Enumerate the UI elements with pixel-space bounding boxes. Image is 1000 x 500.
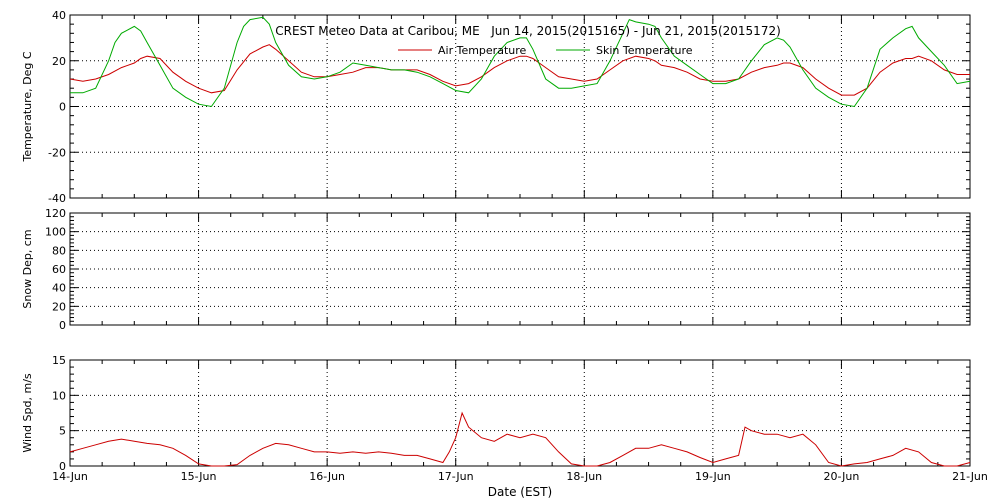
wind-speed-ytick-label: 15 bbox=[52, 354, 66, 367]
temperature-ytick-label: -40 bbox=[48, 192, 66, 205]
x-tick-label: 15-Jun bbox=[181, 470, 217, 483]
snow-depth-ytick-label: 80 bbox=[52, 244, 66, 257]
snow-depth-ytick-label: 40 bbox=[52, 282, 66, 295]
temperature-ytick-label: 40 bbox=[52, 9, 66, 22]
snow-depth-ytick-label: 120 bbox=[45, 207, 66, 220]
wind-speed-y-axis-label: Wind Spd, m/s bbox=[21, 373, 34, 453]
temperature-y-axis-label: Temperature, Deg C bbox=[21, 51, 34, 162]
wind-speed-ytick-label: 10 bbox=[52, 389, 66, 402]
legend-skin-label: Skin Temperature bbox=[596, 44, 693, 57]
snow-depth-ytick-label: 60 bbox=[52, 263, 66, 276]
temperature-ytick-label: 0 bbox=[59, 101, 66, 114]
temperature-series-1-line bbox=[70, 16, 971, 108]
snow-depth-ytick-label: 20 bbox=[52, 300, 66, 313]
temperature-panel: -40 -20 0 20 40 Temperature, Deg C bbox=[21, 9, 971, 205]
snow-depth-ytick-label: 0 bbox=[59, 319, 66, 332]
temperature-ytick-label: -20 bbox=[48, 146, 66, 159]
wind-speed-series-0-line bbox=[69, 411, 971, 467]
wind-speed-panel: 0 5 10 15 Wind Spd, m/s 14-Jun 15-Jun 16-Jun 17-… bbox=[21, 354, 988, 483]
legend: Air Temperature Skin Temperature bbox=[398, 44, 693, 57]
chart-title: CREST Meteo Data at Caribou, ME Jun 14, … bbox=[275, 24, 781, 38]
temperature-series-0-line bbox=[69, 44, 970, 96]
x-tick-label: 20-Jun bbox=[824, 470, 860, 483]
x-axis-label: Date (EST) bbox=[488, 485, 552, 499]
temperature-ytick-label: 20 bbox=[52, 55, 66, 68]
snow-depth-panel: 0 20 40 60 80 100 120 Snow Dep, cm bbox=[21, 207, 971, 332]
snow-depth-ytick-label: 100 bbox=[45, 226, 66, 239]
wind-speed-ytick-label: 0 bbox=[59, 460, 66, 473]
legend-air-label: Air Temperature bbox=[438, 44, 527, 57]
snow-depth-y-axis-label: Snow Dep, cm bbox=[21, 229, 34, 308]
wind-speed-ytick-label: 5 bbox=[59, 425, 66, 438]
x-tick-label: 17-Jun bbox=[438, 470, 474, 483]
x-tick-label: 21-Jun bbox=[952, 470, 988, 483]
x-tick-label: 14-Jun bbox=[52, 470, 88, 483]
x-tick-label: 19-Jun bbox=[695, 470, 731, 483]
x-tick-label: 16-Jun bbox=[309, 470, 345, 483]
x-tick-label: 18-Jun bbox=[566, 470, 602, 483]
